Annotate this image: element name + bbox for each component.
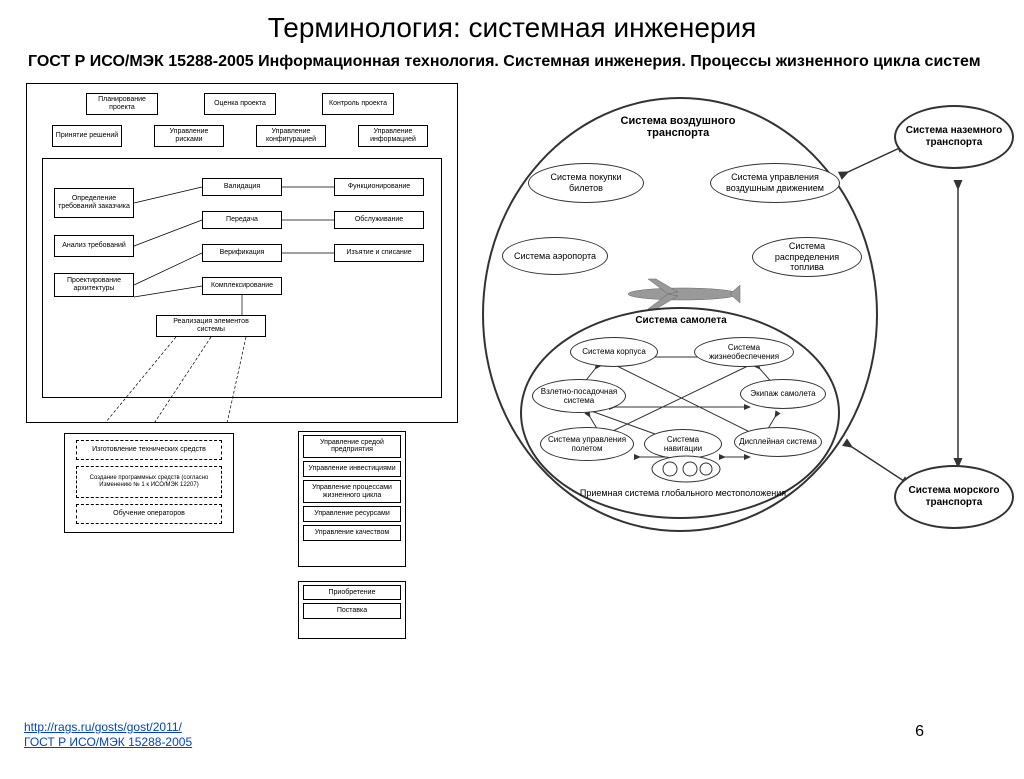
node-body: Система корпуса bbox=[570, 337, 658, 367]
col-b: Приобретение Поставка bbox=[298, 581, 406, 639]
col-a-3: Управление ресурсами bbox=[303, 506, 401, 522]
box-func: Функционирование bbox=[334, 178, 424, 196]
node-crew: Экипаж самолета bbox=[740, 379, 826, 409]
col-b-1: Поставка bbox=[303, 603, 401, 619]
box-info: Управление информацией bbox=[358, 125, 428, 147]
box-trans: Передача bbox=[202, 211, 282, 229]
node-display: Дисплейная система bbox=[734, 427, 822, 457]
box-hw: Изготовление технических средств bbox=[76, 440, 222, 460]
box-valid: Валидация bbox=[202, 178, 282, 196]
box-realize: Реализация элементов системы bbox=[156, 315, 266, 337]
box-conf: Управление конфигурацией bbox=[256, 125, 326, 147]
node-life: Система жизнеобеспечения bbox=[694, 337, 794, 367]
col-a-1: Управление инвестициями bbox=[303, 461, 401, 477]
node-tickets: Система покупки билетов bbox=[528, 163, 644, 203]
col-a-2: Управление процессами жизненного цикла bbox=[303, 480, 401, 503]
node-nav: Система навигации bbox=[644, 429, 722, 459]
box-ctrl: Контроль проекта bbox=[322, 93, 394, 115]
right-diagram: Система воздушного транспорта Система по… bbox=[478, 77, 1018, 597]
col-b-0: Приобретение bbox=[303, 585, 401, 601]
node-atc: Система управления воздушным движением bbox=[710, 163, 840, 203]
left-diagram: Планирование проекта Оценка проекта Конт… bbox=[26, 83, 458, 593]
box-risk: Управление рисками bbox=[154, 125, 224, 147]
node-airport: Система аэропорта bbox=[502, 237, 608, 275]
page-number: 6 bbox=[915, 723, 924, 741]
box-dec: Принятие решений bbox=[52, 125, 122, 147]
node-flight-ctrl: Система управления полетом bbox=[540, 427, 634, 461]
box-train: Обучение операторов bbox=[76, 504, 222, 524]
col-a-4: Управление качеством bbox=[303, 525, 401, 541]
box-integr: Комплексирование bbox=[202, 277, 282, 295]
inner-bottom-label: Приемная система глобального местоположе… bbox=[578, 489, 788, 499]
node-sea: Система морского транспорта bbox=[894, 465, 1014, 529]
footer-link-1[interactable]: http://rags.ru/gosts/gost/2011/ bbox=[24, 720, 182, 734]
inner-circle bbox=[520, 307, 840, 519]
box-arch: Проектирование архитектуры bbox=[54, 273, 134, 297]
box-req-an: Анализ требований bbox=[54, 235, 134, 257]
node-ground: Система наземного транспорта bbox=[894, 105, 1014, 169]
col-a-0: Управление средой предприятия bbox=[303, 435, 401, 458]
content-area: Планирование проекта Оценка проекта Конт… bbox=[0, 83, 1024, 683]
box-plan: Планирование проекта bbox=[86, 93, 158, 115]
box-maint: Обслуживание bbox=[334, 211, 424, 229]
slide-subtitle: ГОСТ Р ИСО/МЭК 15288-2005 Информационная… bbox=[28, 52, 1004, 73]
col-a: Управление средой предприятия Управление… bbox=[298, 431, 406, 567]
box-verif: Верификация bbox=[202, 244, 282, 262]
box-req-cust: Определение требований заказчика bbox=[54, 188, 134, 218]
node-fuel: Система распределения топлива bbox=[752, 237, 862, 277]
box-eval: Оценка проекта bbox=[204, 93, 276, 115]
footer-link[interactable]: http://rags.ru/gosts/gost/2011/ ГОСТ Р И… bbox=[24, 720, 192, 751]
inner-circle-title: Система самолета bbox=[606, 315, 756, 327]
box-sw: Создание программных средств (согласно И… bbox=[76, 466, 222, 498]
slide-title: Терминология: системная инженерия bbox=[0, 12, 1024, 44]
outer-circle-title: Система воздушного транспорта bbox=[588, 115, 768, 140]
footer-link-2[interactable]: ГОСТ Р ИСО/МЭК 15288-2005 bbox=[24, 735, 192, 749]
box-dispose: Изъятие и списание bbox=[334, 244, 424, 262]
node-landing: Взлетно-посадочная система bbox=[532, 379, 626, 413]
